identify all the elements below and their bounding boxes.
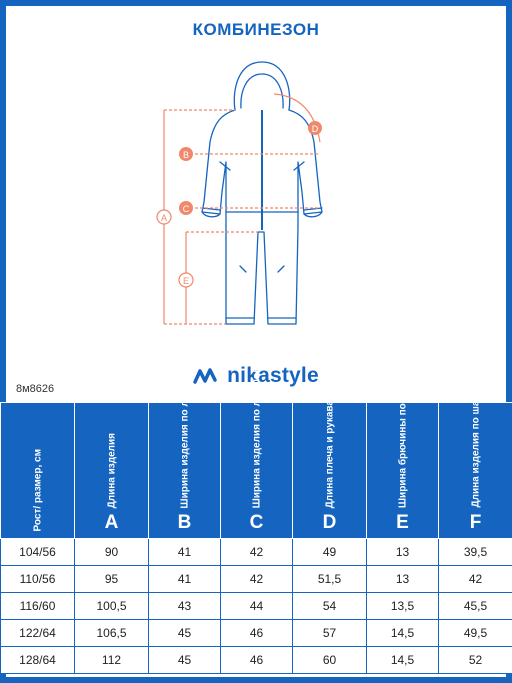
table-cell: 45,5: [438, 592, 512, 620]
nikastyle-logo-icon: [193, 368, 217, 384]
table-cell: 106,5: [74, 619, 149, 647]
table-cell: 95: [74, 565, 149, 593]
header-size-label: Рост/ размер, см: [31, 449, 43, 532]
table-cell: 49,5: [438, 619, 512, 647]
table-cell: 43: [148, 592, 221, 620]
header-label: Длина изделия по шаговому шву: [469, 343, 481, 508]
header-col-a: Длина изделия A: [74, 402, 149, 539]
table-cell: 14,5: [366, 619, 439, 647]
table-cell: 41: [148, 538, 221, 566]
table-cell: 128/64: [0, 646, 75, 674]
table-cell: 14,5: [366, 646, 439, 674]
header-col-d: Длина плеча и рукава D: [292, 399, 367, 539]
label-d-marker: [308, 121, 322, 135]
table-cell: 13: [366, 538, 439, 566]
table-cell: 46: [220, 619, 293, 647]
header-col-f: Длина изделия по шаговому шву F: [438, 343, 512, 539]
label-a-marker: [156, 209, 172, 225]
table-cell: 13,5: [366, 592, 439, 620]
table-row: 104/56 90 41 42 49 13 39,5: [0, 538, 512, 566]
table-cell: 122/64: [0, 619, 75, 647]
jumpsuit-diagram: A B C D E: [150, 52, 350, 342]
header-label: Длина плеча и рукава: [323, 399, 335, 508]
table-cell: 46: [220, 646, 293, 674]
table-cell: 110/56: [0, 565, 75, 593]
label-d: D: [312, 124, 319, 134]
header-label: Ширина брючины по низу: [396, 378, 408, 508]
table-cell: 42: [220, 565, 293, 593]
jumpsuit-drawing: A B C D E: [156, 61, 323, 325]
size-table: Рост/ размер, см Длина изделия A Ширина и…: [0, 343, 512, 674]
table-cell: 90: [74, 538, 149, 566]
table-row: 122/64 106,5 45 46 57 14,5 49,5: [0, 619, 512, 647]
table-cell: 45: [148, 646, 221, 674]
measure-labels: A B C D E: [156, 121, 322, 288]
table-cell: 52: [438, 646, 512, 674]
table-cell: 57: [292, 619, 367, 647]
table-cell: 39,5: [438, 538, 512, 566]
table-cell: 44: [220, 592, 293, 620]
header-col-e: Ширина брючины по низу E: [366, 378, 439, 539]
table-cell: 104/56: [0, 538, 75, 566]
table-cell: 112: [74, 646, 149, 674]
article-number: 8м8626: [16, 383, 55, 395]
table-header-row: Рост/ размер, см Длина изделия A Ширина и…: [0, 343, 512, 539]
table-cell: 42: [220, 538, 293, 566]
header-label: Ширина изделия по линии груди: [178, 344, 190, 508]
header-letter: A: [104, 512, 119, 533]
header-col-b: Ширина изделия по линии груди B: [148, 345, 221, 539]
table-cell: 13: [366, 565, 439, 593]
header-letter: D: [322, 512, 337, 533]
header-label: Ширина изделия по линии бёдер: [250, 342, 262, 508]
table-cell: 45: [148, 619, 221, 647]
label-c: C: [183, 204, 190, 214]
product-title: КОМБИНЕЗОН: [192, 20, 320, 39]
label-e: E: [183, 276, 189, 286]
header-letter: B: [177, 512, 192, 533]
table-cell: 51,5: [292, 565, 367, 593]
table-row: 128/64 112 45 46 60 14,5 52: [0, 646, 512, 674]
header-label: Длина изделия: [105, 432, 117, 508]
table-cell: 60: [292, 646, 367, 674]
label-b: B: [183, 150, 189, 160]
table-cell: 116/60: [0, 592, 75, 620]
table-cell: 41: [148, 565, 221, 593]
table-cell: 49: [292, 538, 367, 566]
label-b-marker: [179, 147, 193, 161]
table-cell: 42: [438, 565, 512, 593]
header-letter: E: [396, 512, 409, 533]
brand-name: nikastyle: [227, 364, 319, 387]
header-size: Рост/ размер, см: [0, 402, 75, 539]
label-e-marker: [178, 272, 194, 288]
label-c-marker: [179, 201, 193, 215]
header-col-c: Ширина изделия по линии бёдер C: [220, 343, 293, 539]
table-row: 110/56 95 41 42 51,5 13 42: [0, 565, 512, 593]
label-a: A: [161, 213, 167, 223]
table-cell: 54: [292, 592, 367, 620]
table-row: 116/60 100,5 43 44 54 13,5 45,5: [0, 592, 512, 620]
brand-logo: nikastyle: [0, 364, 512, 388]
header-letter: F: [469, 512, 482, 533]
header-letter: C: [249, 512, 264, 533]
table-cell: 100,5: [74, 592, 149, 620]
